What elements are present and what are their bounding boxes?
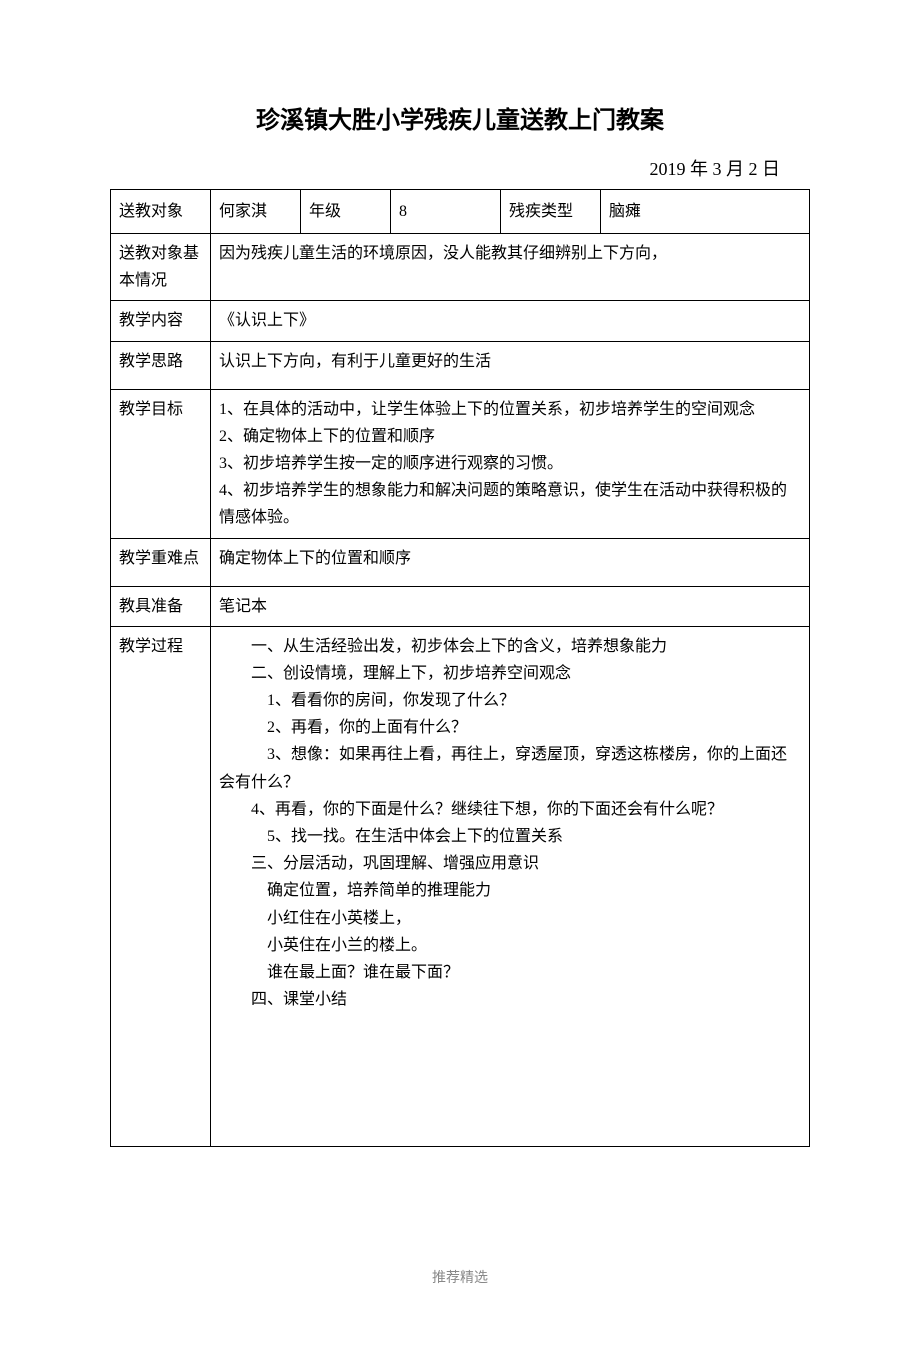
goal-line: 2、确定物体上下的位置和顺序 [219,423,801,450]
process-line: 5、找一找。在生活中体会上下的位置关系 [219,823,801,850]
process-line: 1、看看你的房间，你发现了什么？ [219,687,801,714]
label-situation: 送教对象基本情况 [111,234,211,301]
process-line: 小红住在小英楼上， [219,905,801,932]
process-line: 4、再看，你的下面是什么？继续往下想，你的下面还会有什么呢？ [219,796,801,823]
label-process: 教学过程 [111,626,211,1146]
process-line: 确定位置，培养简单的推理能力 [219,877,801,904]
label-student: 送教对象 [111,190,211,234]
goal-line: 1、在具体的活动中，让学生体验上下的位置关系，初步培养学生的空间观念 [219,396,801,423]
footer-text: 推荐精选 [110,1267,810,1287]
label-thinking: 教学思路 [111,341,211,389]
header-row: 送教对象 何家淇 年级 8 残疾类型 脑瘫 [111,190,810,234]
row-tools: 教具准备 笔记本 [111,586,810,626]
row-focus: 教学重难点 确定物体上下的位置和顺序 [111,538,810,586]
value-situation: 因为残疾儿童生活的环境原因，没人能教其仔细辨别上下方向， [211,234,810,301]
row-content: 教学内容 《认识上下》 [111,301,810,341]
label-focus: 教学重难点 [111,538,211,586]
process-line: 四、课堂小结 [219,986,801,1013]
value-thinking: 认识上下方向，有利于儿童更好的生活 [211,341,810,389]
row-thinking: 教学思路 认识上下方向，有利于儿童更好的生活 [111,341,810,389]
page-title: 珍溪镇大胜小学残疾儿童送教上门教案 [110,100,810,135]
process-line: 小英住在小兰的楼上。 [219,932,801,959]
row-process: 教学过程 一、从生活经验出发，初步体会上下的含义，培养想象能力二、创设情境，理解… [111,626,810,1146]
value-disability-type: 脑瘫 [601,190,810,234]
process-line: 三、分层活动，巩固理解、增强应用意识 [219,850,801,877]
date-line: 2019 年 3 月 2 日 [110,155,810,181]
value-focus: 确定物体上下的位置和顺序 [211,538,810,586]
process-line: 一、从生活经验出发，初步体会上下的含义，培养想象能力 [219,633,801,660]
label-grade: 年级 [301,190,391,234]
value-content: 《认识上下》 [211,301,810,341]
lesson-plan-table: 送教对象 何家淇 年级 8 残疾类型 脑瘫 送教对象基本情况 因为残疾儿童生活的… [110,189,810,1147]
process-line: 3、想像：如果再往上看，再往上，穿透屋顶，穿透这栋楼房，你的上面还会有什么？ [219,741,801,795]
label-tools: 教具准备 [111,586,211,626]
process-line: 2、再看，你的上面有什么？ [219,714,801,741]
value-grade: 8 [391,190,501,234]
process-line: 谁在最上面？谁在最下面？ [219,959,801,986]
label-disability-type: 残疾类型 [501,190,601,234]
value-goal: 1、在具体的活动中，让学生体验上下的位置关系，初步培养学生的空间观念2、确定物体… [211,389,810,538]
row-goal: 教学目标 1、在具体的活动中，让学生体验上下的位置关系，初步培养学生的空间观念2… [111,389,810,538]
process-line: 二、创设情境，理解上下，初步培养空间观念 [219,660,801,687]
value-process: 一、从生活经验出发，初步体会上下的含义，培养想象能力二、创设情境，理解上下，初步… [211,626,810,1146]
value-tools: 笔记本 [211,586,810,626]
goal-line: 4、初步培养学生的想象能力和解决问题的策略意识，使学生在活动中获得积极的情感体验… [219,477,801,531]
label-content: 教学内容 [111,301,211,341]
label-goal: 教学目标 [111,389,211,538]
goal-line: 3、初步培养学生按一定的顺序进行观察的习惯。 [219,450,801,477]
value-student: 何家淇 [211,190,301,234]
row-situation: 送教对象基本情况 因为残疾儿童生活的环境原因，没人能教其仔细辨别上下方向， [111,234,810,301]
